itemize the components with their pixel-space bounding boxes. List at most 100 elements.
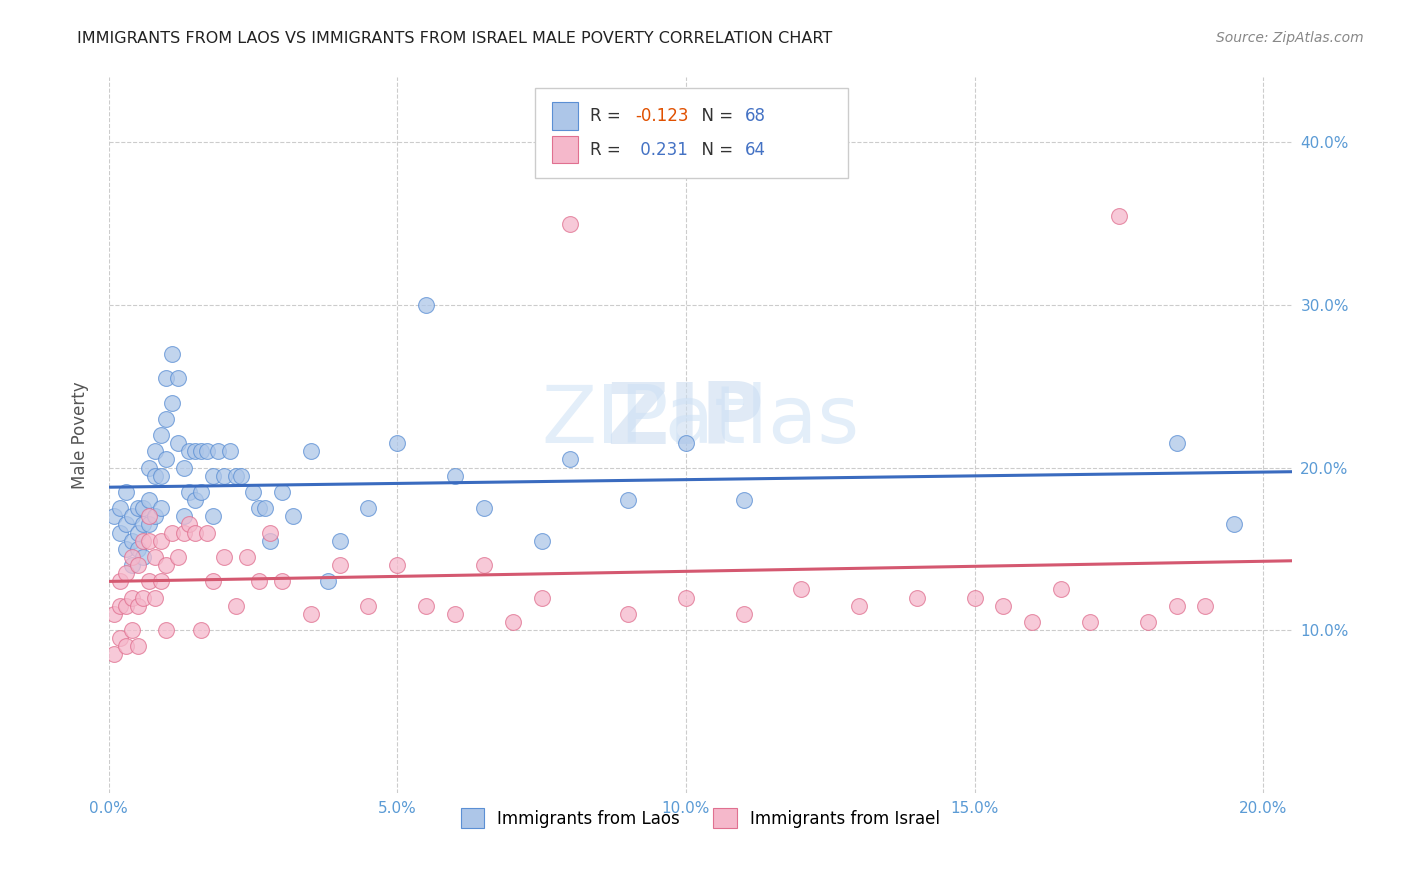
Point: [1223, 517, 1246, 532]
Point: [733, 493, 755, 508]
Point: [155, 623, 177, 637]
Point: [132, 517, 155, 532]
Point: [143, 509, 166, 524]
Point: [329, 558, 352, 573]
Point: [179, 485, 201, 500]
Point: [138, 517, 160, 532]
Point: [963, 591, 986, 605]
Point: [195, 444, 218, 458]
Point: [472, 501, 495, 516]
Point: [132, 549, 155, 564]
Text: R =: R =: [591, 107, 626, 125]
Text: N =: N =: [690, 141, 738, 159]
Point: [110, 525, 132, 540]
FancyBboxPatch shape: [553, 136, 578, 163]
Point: [149, 533, 172, 548]
Point: [115, 599, 138, 613]
Point: [121, 591, 143, 605]
Point: [253, 501, 276, 516]
Point: [173, 525, 195, 540]
Point: [201, 509, 224, 524]
Text: ZIPatlas: ZIPatlas: [541, 382, 859, 459]
Point: [115, 640, 138, 654]
Point: [138, 460, 160, 475]
Point: [560, 217, 582, 231]
Point: [184, 525, 207, 540]
Point: [905, 591, 928, 605]
Point: [1050, 582, 1073, 597]
Legend: Immigrants from Laos, Immigrants from Israel: Immigrants from Laos, Immigrants from Is…: [454, 802, 946, 834]
Point: [617, 607, 640, 621]
Point: [247, 574, 270, 589]
Point: [103, 648, 125, 662]
Point: [1136, 615, 1159, 629]
Point: [121, 549, 143, 564]
Point: [299, 607, 322, 621]
Text: ZIPatlas: ZIPatlas: [606, 379, 946, 462]
Point: [530, 591, 553, 605]
Point: [259, 533, 281, 548]
Point: [225, 599, 247, 613]
Point: [1021, 615, 1043, 629]
Point: [179, 517, 201, 532]
Point: [675, 591, 697, 605]
Text: -0.123: -0.123: [636, 107, 689, 125]
Point: [160, 525, 183, 540]
Point: [472, 558, 495, 573]
Point: [149, 428, 172, 442]
Point: [444, 607, 467, 621]
Point: [184, 444, 207, 458]
Point: [231, 468, 253, 483]
Point: [1108, 209, 1130, 223]
Point: [121, 558, 143, 573]
Point: [143, 468, 166, 483]
FancyBboxPatch shape: [534, 88, 848, 178]
Point: [219, 444, 242, 458]
Point: [1166, 599, 1188, 613]
Point: [127, 541, 149, 556]
Point: [115, 485, 138, 500]
Point: [149, 574, 172, 589]
Point: [201, 574, 224, 589]
Point: [103, 607, 125, 621]
Point: [110, 599, 132, 613]
Point: [127, 640, 149, 654]
Text: IMMIGRANTS FROM LAOS VS IMMIGRANTS FROM ISRAEL MALE POVERTY CORRELATION CHART: IMMIGRANTS FROM LAOS VS IMMIGRANTS FROM …: [77, 31, 832, 46]
Point: [155, 371, 177, 385]
Point: [1166, 436, 1188, 450]
Text: 68: 68: [745, 107, 766, 125]
Text: R =: R =: [591, 141, 626, 159]
Point: [733, 607, 755, 621]
Point: [115, 566, 138, 581]
Point: [160, 347, 183, 361]
Point: [299, 444, 322, 458]
Point: [121, 509, 143, 524]
Point: [212, 468, 235, 483]
FancyBboxPatch shape: [553, 103, 578, 129]
Y-axis label: Male Poverty: Male Poverty: [72, 381, 89, 489]
Point: [195, 525, 218, 540]
Point: [132, 501, 155, 516]
Point: [138, 574, 160, 589]
Point: [201, 468, 224, 483]
Point: [138, 533, 160, 548]
Point: [259, 525, 281, 540]
Point: [848, 599, 870, 613]
Point: [155, 411, 177, 425]
Point: [1194, 599, 1216, 613]
Point: [190, 485, 212, 500]
Point: [207, 444, 229, 458]
Point: [212, 549, 235, 564]
Point: [242, 485, 264, 500]
Point: [790, 582, 813, 597]
Point: [329, 533, 352, 548]
Point: [110, 574, 132, 589]
Text: 0.231: 0.231: [636, 141, 688, 159]
Text: ZIP: ZIP: [606, 379, 763, 462]
Point: [190, 623, 212, 637]
Point: [138, 493, 160, 508]
Point: [236, 549, 259, 564]
Point: [675, 436, 697, 450]
Point: [115, 517, 138, 532]
Point: [143, 444, 166, 458]
